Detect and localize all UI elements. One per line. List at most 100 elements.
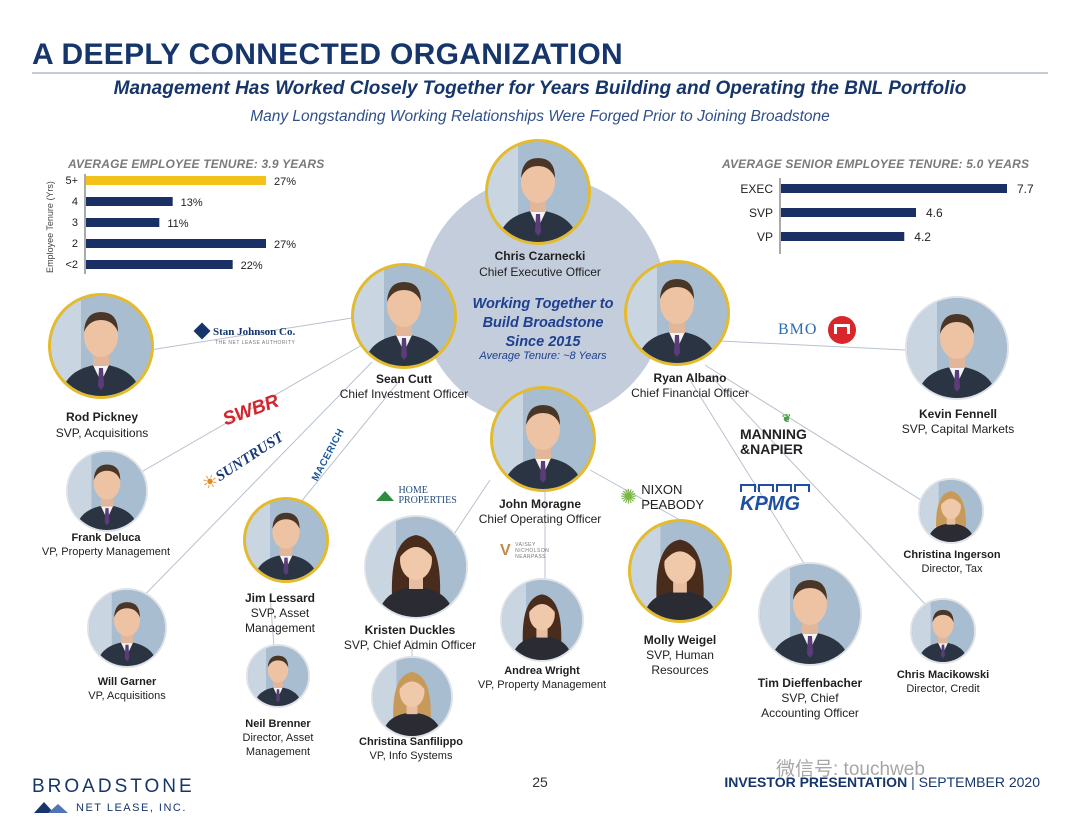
vnn-logo: V VAISEY NICHOLSON NEARPASS	[500, 542, 549, 560]
portrait-image	[627, 263, 727, 363]
cio-name: Sean Cutt	[375, 372, 432, 386]
subheadline: Many Longstanding Working Relationships …	[250, 108, 830, 125]
jim-lessard-title-2: Management	[244, 621, 316, 635]
hub-average-tenure: Average Tenure: ~8 Years	[479, 350, 607, 362]
portrait-image	[51, 296, 151, 396]
coo-title: Chief Operating Officer	[478, 512, 602, 526]
jim-lessard-photo	[243, 497, 329, 583]
portrait-image	[907, 298, 1007, 398]
cfo-name: Ryan Albano	[653, 371, 727, 385]
kpmg-logo: KPMG	[740, 484, 810, 516]
neil-brenner-title-2: Management	[245, 746, 311, 758]
frank-deluca-title: VP, Property Management	[41, 546, 171, 558]
employee-tenure-data-label: 13%	[181, 197, 203, 209]
footer-date: SEPTEMBER 2020	[918, 774, 1040, 790]
andrea-wright-photo	[500, 578, 584, 662]
portrait-image	[373, 658, 451, 736]
kristen-duckles-title: SVP, Chief Admin Officer	[343, 638, 477, 652]
hub-line-2: Build Broadstone	[482, 315, 604, 331]
portrait-image	[502, 580, 582, 660]
footer-presentation-label: INVESTOR PRESENTATION	[724, 774, 908, 790]
chris-macikowski-title: Director, Credit	[906, 683, 980, 695]
senior-tenure-bar	[781, 232, 905, 241]
cio-photo	[351, 263, 457, 369]
employee-tenure-data-label: 27%	[274, 176, 296, 188]
footer-brand: BROADSTONE	[32, 776, 195, 797]
manning-leaf-icon: ❦	[782, 413, 792, 425]
portrait-image	[68, 452, 146, 530]
manning-text-2: &NAPIER	[740, 441, 804, 457]
headline: Management Has Worked Closely Together f…	[113, 78, 967, 99]
christina-sanfilippo-photo	[371, 656, 453, 738]
rod-pickney-title: SVP, Acquisitions	[55, 426, 149, 440]
employee-tenure-tick-label: 3	[72, 217, 78, 229]
footer-presentation: INVESTOR PRESENTATION | SEPTEMBER 2020	[724, 774, 1040, 790]
employee-tenure-data-label: 27%	[274, 239, 296, 251]
portrait-image	[246, 500, 326, 580]
employee-tenure-tick-label: 4	[72, 196, 78, 208]
employee-tenure-bar	[86, 239, 266, 248]
footer-separator: |	[911, 774, 919, 790]
kristen-duckles-photo	[364, 515, 468, 619]
nixon-text-1: NIXON	[641, 482, 683, 497]
ceo-photo	[485, 139, 591, 245]
christina-sanfilippo-name: Christina Sanfilippo	[359, 736, 463, 748]
portrait-image	[488, 142, 588, 242]
christina-sanfilippo-title: VP, Info Systems	[369, 750, 453, 762]
portrait-image	[760, 564, 860, 664]
portrait-image	[631, 522, 729, 620]
chris-macikowski-name: Chris Macikowski	[896, 669, 990, 681]
stan-johnson-logo: Stan Johnson Co. THE NET LEASE AUTHORITY	[193, 322, 295, 346]
tim-dieffenbacher-name: Tim Dieffenbacher	[757, 676, 863, 690]
molly-weigel-photo	[628, 519, 732, 623]
rod-pickney-name: Rod Pickney	[65, 410, 139, 424]
hub-line-1: Working Together to	[472, 296, 614, 312]
manning-text-1: MANNING	[740, 426, 807, 442]
home-properties-text-1: HOME	[398, 485, 428, 496]
bmo-text: BMO	[778, 321, 818, 338]
stan-johnson-mark-icon	[193, 322, 211, 340]
footer-brand-sub: NET LEASE, INC.	[76, 802, 187, 814]
employee-tenure-data-label: 22%	[241, 260, 263, 272]
senior-tenure-bar	[781, 208, 917, 217]
portrait-image	[248, 646, 308, 706]
broadstone-mark-icon	[34, 802, 68, 813]
senior-tenure-data-label: 4.6	[926, 206, 943, 220]
employee-tenure-tick-label: <2	[65, 259, 78, 271]
cfo-title: Chief Financial Officer	[631, 386, 749, 400]
page-number: 25	[532, 774, 548, 790]
will-garner-photo	[87, 588, 167, 668]
christina-ingerson-title: Director, Tax	[921, 563, 983, 575]
neil-brenner-name: Neil Brenner	[245, 718, 311, 730]
employee-tenure-chart-title: AVERAGE EMPLOYEE TENURE: 3.9 YEARS	[68, 157, 325, 171]
rod-pickney-photo	[48, 293, 154, 399]
molly-weigel-name: Molly Weigel	[643, 633, 717, 647]
kpmg-text: KPMG	[740, 493, 800, 515]
senior-tenure-tick-label: EXEC	[740, 182, 773, 196]
kevin-fennell-photo	[905, 296, 1009, 400]
title-divider	[32, 72, 1048, 74]
kpmg-boxes-icon	[740, 484, 810, 492]
coo-photo	[490, 386, 596, 492]
roof-icon	[376, 491, 394, 501]
senior-tenure-tick-label: VP	[757, 230, 773, 244]
ceo-name: Chris Czarnecki	[494, 249, 586, 263]
andrea-wright-title: VP, Property Management	[477, 679, 607, 691]
hub-caption: Working Together to Build Broadstone Sin…	[440, 295, 646, 352]
senior-tenure-data-label: 7.7	[1017, 182, 1034, 196]
page-title: A DEEPLY CONNECTED ORGANIZATION	[32, 38, 624, 71]
jim-lessard-title-1: SVP, Asset	[250, 606, 310, 620]
employee-tenure-bar	[86, 197, 173, 206]
senior-tenure-tick-label: SVP	[749, 206, 773, 220]
jim-lessard-name: Jim Lessard	[244, 591, 316, 605]
molly-weigel-title-2: Resources	[651, 663, 709, 677]
andrea-wright-name: Andrea Wright	[504, 665, 580, 677]
cio-title: Chief Investment Officer	[339, 387, 469, 401]
employee-tenure-bar	[86, 260, 233, 269]
bmo-roundel-icon	[827, 316, 856, 344]
will-garner-title: VP, Acquisitions	[88, 690, 166, 702]
home-properties-text-2: PROPERTIES	[398, 495, 457, 506]
ceo-title: Chief Executive Officer	[479, 265, 601, 279]
vnn-mark-icon: V	[500, 542, 511, 559]
senior-tenure-data-label: 4.2	[914, 230, 931, 244]
